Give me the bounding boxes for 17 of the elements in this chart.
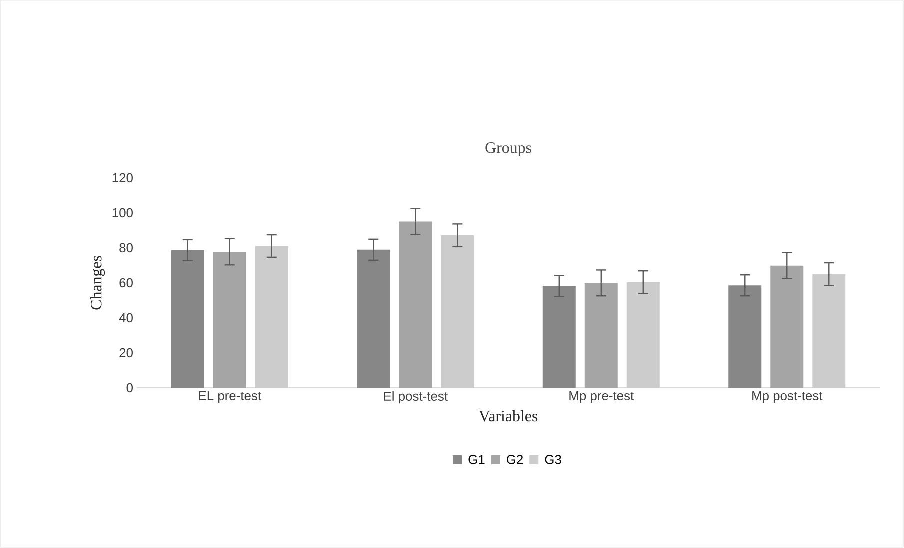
- y-tick-label: 0: [126, 383, 133, 393]
- x-tick-label: Mp post-test: [752, 392, 823, 404]
- y-tick-label: 60: [120, 278, 133, 288]
- legend-label: G1: [468, 455, 485, 464]
- x-tick-label: Mp pre-test: [570, 392, 634, 404]
- legend-label: G3: [545, 455, 562, 464]
- y-tick-label: 20: [120, 348, 133, 358]
- legend-label: G2: [507, 455, 523, 464]
- y-tick-label: 120: [112, 173, 133, 183]
- x-axis-title: Variables: [479, 410, 538, 422]
- y-tick-label: 100: [112, 208, 133, 218]
- y-tick-label: 80: [120, 243, 133, 253]
- x-tick-label: El post-test: [384, 392, 448, 404]
- y-tick-label: 40: [119, 313, 133, 323]
- y-axis-title: Changes: [90, 256, 106, 310]
- x-tick-label: EL pre-test: [199, 392, 262, 404]
- chart-title: Groups: [486, 142, 532, 156]
